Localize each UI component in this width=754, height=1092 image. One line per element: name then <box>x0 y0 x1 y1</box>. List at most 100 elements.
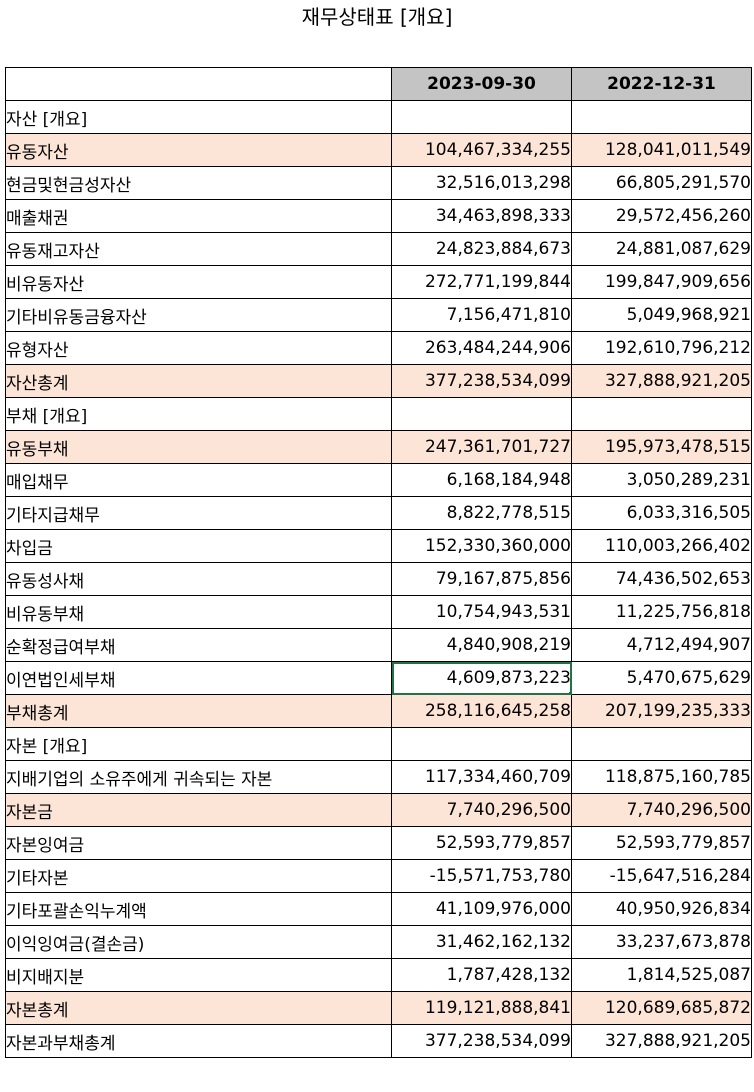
value-cell-col-2[interactable]: 6,033,316,505 <box>571 496 752 530</box>
value-cell-col-2[interactable] <box>571 727 752 761</box>
value-cell-col-2[interactable]: 120,689,685,872 <box>571 991 752 1025</box>
value-cell-col-1[interactable]: 104,467,334,255 <box>391 133 572 167</box>
value-cell-col-1[interactable]: 24,823,884,673 <box>391 232 572 266</box>
value-cell-col-2[interactable]: 5,470,675,629 <box>571 661 752 695</box>
row-label-cell[interactable]: 유동재고자산 <box>5 232 392 266</box>
value-cell-col-2[interactable]: 192,610,796,212 <box>571 331 752 365</box>
value-cell-col-1[interactable]: 7,156,471,810 <box>391 298 572 332</box>
value-cell-col-1[interactable]: 52,593,779,857 <box>391 826 572 860</box>
value-cell-col-1[interactable]: 119,121,888,841 <box>391 991 572 1025</box>
value-cell-col-1[interactable] <box>391 727 572 761</box>
value-cell-col-1[interactable]: 1,787,428,132 <box>391 958 572 992</box>
row-label-cell[interactable]: 이익잉여금(결손금) <box>5 925 392 959</box>
value-cell-col-2[interactable]: 52,593,779,857 <box>571 826 752 860</box>
row-label-cell[interactable]: 유동부채 <box>5 430 392 464</box>
balance-sheet-table: 2023-09-30 2022-12-31 자산 [개요] 유동자산 104,467… <box>5 67 752 1058</box>
value-cell-col-1[interactable]: 263,484,244,906 <box>391 331 572 365</box>
value-cell-col-2[interactable]: 5,049,968,921 <box>571 298 752 332</box>
value-cell-col-1[interactable]: 377,238,534,099 <box>391 364 572 398</box>
table-row: 기타자본 -15,571,753,780 -15,647,516,284 <box>5 859 752 893</box>
value-cell-col-1[interactable]: 272,771,199,844 <box>391 265 572 299</box>
value-cell-col-2[interactable]: 4,712,494,907 <box>571 628 752 662</box>
table-row: 비유동부채 10,754,943,531 11,225,756,818 <box>5 595 752 629</box>
value-cell-col-2[interactable]: 207,199,235,333 <box>571 694 752 728</box>
value-cell-col-2[interactable]: 3,050,289,231 <box>571 463 752 497</box>
header-col-2[interactable]: 2022-12-31 <box>571 67 752 101</box>
value-cell-col-1[interactable]: 8,822,778,515 <box>391 496 572 530</box>
row-label-cell[interactable]: 유동성사채 <box>5 562 392 596</box>
header-label-cell[interactable] <box>5 67 392 101</box>
table-row: 이연법인세부채 4,609,873,223 5,470,675,629 <box>5 661 752 695</box>
value-cell-col-1[interactable]: 6,168,184,948 <box>391 463 572 497</box>
row-label-cell[interactable]: 자본금 <box>5 793 392 827</box>
value-cell-col-1[interactable]: 258,116,645,258 <box>391 694 572 728</box>
value-cell-col-2[interactable]: 74,436,502,653 <box>571 562 752 596</box>
row-label-cell[interactable]: 자본잉여금 <box>5 826 392 860</box>
value-cell-col-1[interactable] <box>391 397 572 431</box>
value-cell-col-2[interactable]: 11,225,756,818 <box>571 595 752 629</box>
value-cell-col-2[interactable]: 195,973,478,515 <box>571 430 752 464</box>
row-label-cell[interactable]: 자본 [개요] <box>5 727 392 761</box>
table-row: 자본총계 119,121,888,841 120,689,685,872 <box>5 991 752 1025</box>
value-cell-col-2[interactable]: 7,740,296,500 <box>571 793 752 827</box>
value-cell-col-1[interactable]: 79,167,875,856 <box>391 562 572 596</box>
value-cell-col-2[interactable]: 29,572,456,260 <box>571 199 752 233</box>
value-cell-col-2[interactable]: 33,237,673,878 <box>571 925 752 959</box>
value-cell-col-2[interactable]: 327,888,921,205 <box>571 364 752 398</box>
row-label-cell[interactable]: 비유동자산 <box>5 265 392 299</box>
row-label-cell[interactable]: 유형자산 <box>5 331 392 365</box>
value-cell-col-2[interactable]: 24,881,087,629 <box>571 232 752 266</box>
value-cell-col-2[interactable]: 66,805,291,570 <box>571 166 752 200</box>
row-label-cell[interactable]: 이연법인세부채 <box>5 661 392 695</box>
value-cell-col-1[interactable]: 32,516,013,298 <box>391 166 572 200</box>
table-row: 비지배지분 1,787,428,132 1,814,525,087 <box>5 958 752 992</box>
row-label-cell[interactable]: 자산총계 <box>5 364 392 398</box>
row-label-cell[interactable]: 유동자산 <box>5 133 392 167</box>
value-cell-col-2[interactable]: -15,647,516,284 <box>571 859 752 893</box>
value-cell-col-1[interactable]: 34,463,898,333 <box>391 199 572 233</box>
value-cell-col-1[interactable]: 31,462,162,132 <box>391 925 572 959</box>
row-label-cell[interactable]: 기타지급채무 <box>5 496 392 530</box>
row-label-cell[interactable]: 기타비유동금융자산 <box>5 298 392 332</box>
row-label-cell[interactable]: 지배기업의 소유주에게 귀속되는 자본 <box>5 760 392 794</box>
value-cell-col-1[interactable]: 247,361,701,727 <box>391 430 572 464</box>
row-label-cell[interactable]: 자산 [개요] <box>5 100 392 134</box>
table-row: 매출채권 34,463,898,333 29,572,456,260 <box>5 199 752 233</box>
value-cell-col-1[interactable]: 152,330,360,000 <box>391 529 572 563</box>
value-cell-col-1[interactable]: 41,109,976,000 <box>391 892 572 926</box>
value-cell-col-2[interactable]: 327,888,921,205 <box>571 1024 752 1058</box>
value-cell-col-1[interactable]: 117,334,460,709 <box>391 760 572 794</box>
value-cell-col-1[interactable]: 4,609,873,223 <box>391 661 572 695</box>
value-cell-col-1[interactable]: 4,840,908,219 <box>391 628 572 662</box>
value-cell-col-2[interactable] <box>571 397 752 431</box>
row-label-cell[interactable]: 차입금 <box>5 529 392 563</box>
row-label-cell[interactable]: 비지배지분 <box>5 958 392 992</box>
table-row: 유형자산 263,484,244,906 192,610,796,212 <box>5 331 752 365</box>
row-label-cell[interactable]: 부채총계 <box>5 694 392 728</box>
header-col-1[interactable]: 2023-09-30 <box>391 67 572 101</box>
value-cell-col-2[interactable]: 128,041,011,549 <box>571 133 752 167</box>
row-label-cell[interactable]: 기타포괄손익누계액 <box>5 892 392 926</box>
value-cell-col-1[interactable]: 10,754,943,531 <box>391 595 572 629</box>
row-label-cell[interactable]: 매입채무 <box>5 463 392 497</box>
row-label-cell[interactable]: 비유동부채 <box>5 595 392 629</box>
row-label-cell[interactable]: 자본과부채총계 <box>5 1024 392 1058</box>
row-label-cell[interactable]: 기타자본 <box>5 859 392 893</box>
value-cell-col-2[interactable]: 110,003,266,402 <box>571 529 752 563</box>
value-cell-col-2[interactable]: 118,875,160,785 <box>571 760 752 794</box>
value-cell-col-1[interactable]: 7,740,296,500 <box>391 793 572 827</box>
table-row: 비유동자산 272,771,199,844 199,847,909,656 <box>5 265 752 299</box>
row-label-cell[interactable]: 순확정급여부채 <box>5 628 392 662</box>
value-cell-col-2[interactable]: 40,950,926,834 <box>571 892 752 926</box>
row-label-cell[interactable]: 현금및현금성자산 <box>5 166 392 200</box>
value-cell-col-1[interactable]: 377,238,534,099 <box>391 1024 572 1058</box>
row-label-cell[interactable]: 매출채권 <box>5 199 392 233</box>
value-cell-col-2[interactable] <box>571 100 752 134</box>
row-label-cell[interactable]: 부채 [개요] <box>5 397 392 431</box>
value-cell-col-2[interactable]: 199,847,909,656 <box>571 265 752 299</box>
row-label-cell[interactable]: 자본총계 <box>5 991 392 1025</box>
value-cell-col-2[interactable]: 1,814,525,087 <box>571 958 752 992</box>
table-row: 순확정급여부채 4,840,908,219 4,712,494,907 <box>5 628 752 662</box>
value-cell-col-1[interactable] <box>391 100 572 134</box>
value-cell-col-1[interactable]: -15,571,753,780 <box>391 859 572 893</box>
